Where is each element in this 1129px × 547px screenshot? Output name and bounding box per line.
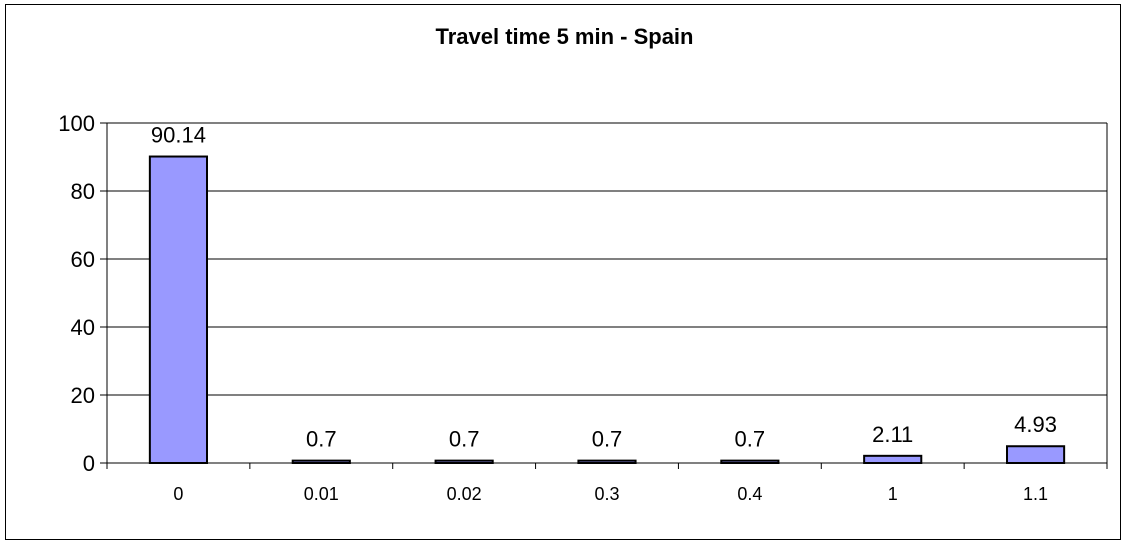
bar [1006,445,1066,465]
y-tick-label: 0 [83,451,95,476]
y-tick-label: 80 [71,179,95,204]
y-tick-label: 100 [58,111,95,136]
x-tick-label: 0.4 [737,484,762,504]
data-label: 2.11 [872,422,913,447]
y-tick-label: 20 [71,383,95,408]
chart-title: Travel time 5 min - Spain [435,24,694,49]
x-tick-label: 0.02 [447,484,482,504]
x-tick-label: 0.01 [304,484,339,504]
data-label: 90.14 [151,123,206,148]
x-tick-label: 0 [173,484,183,504]
bar [148,155,209,465]
bar [863,454,923,464]
x-tick-label: 1.1 [1023,484,1048,504]
data-label: 0.7 [306,427,337,452]
bar [577,459,637,464]
x-tick-label: 0.3 [594,484,619,504]
axes [100,122,1108,469]
y-tick-label: 40 [71,315,95,340]
bar [291,459,351,464]
x-tick-label: 1 [888,484,898,504]
y-tick-label: 60 [71,247,95,272]
data-label: 0.7 [449,427,480,452]
gridlines [107,122,1107,396]
data-label: 0.7 [735,427,766,452]
labels: 0 20 40 60 80 100 0 90.14 0.01 0.7 0.02 0.7 0.3 0.7 0.… [58,111,1057,504]
data-label: 4.93 [1014,412,1057,437]
bars [148,155,1066,465]
bar [720,459,780,464]
data-label: 0.7 [592,427,623,452]
bar [434,459,494,464]
